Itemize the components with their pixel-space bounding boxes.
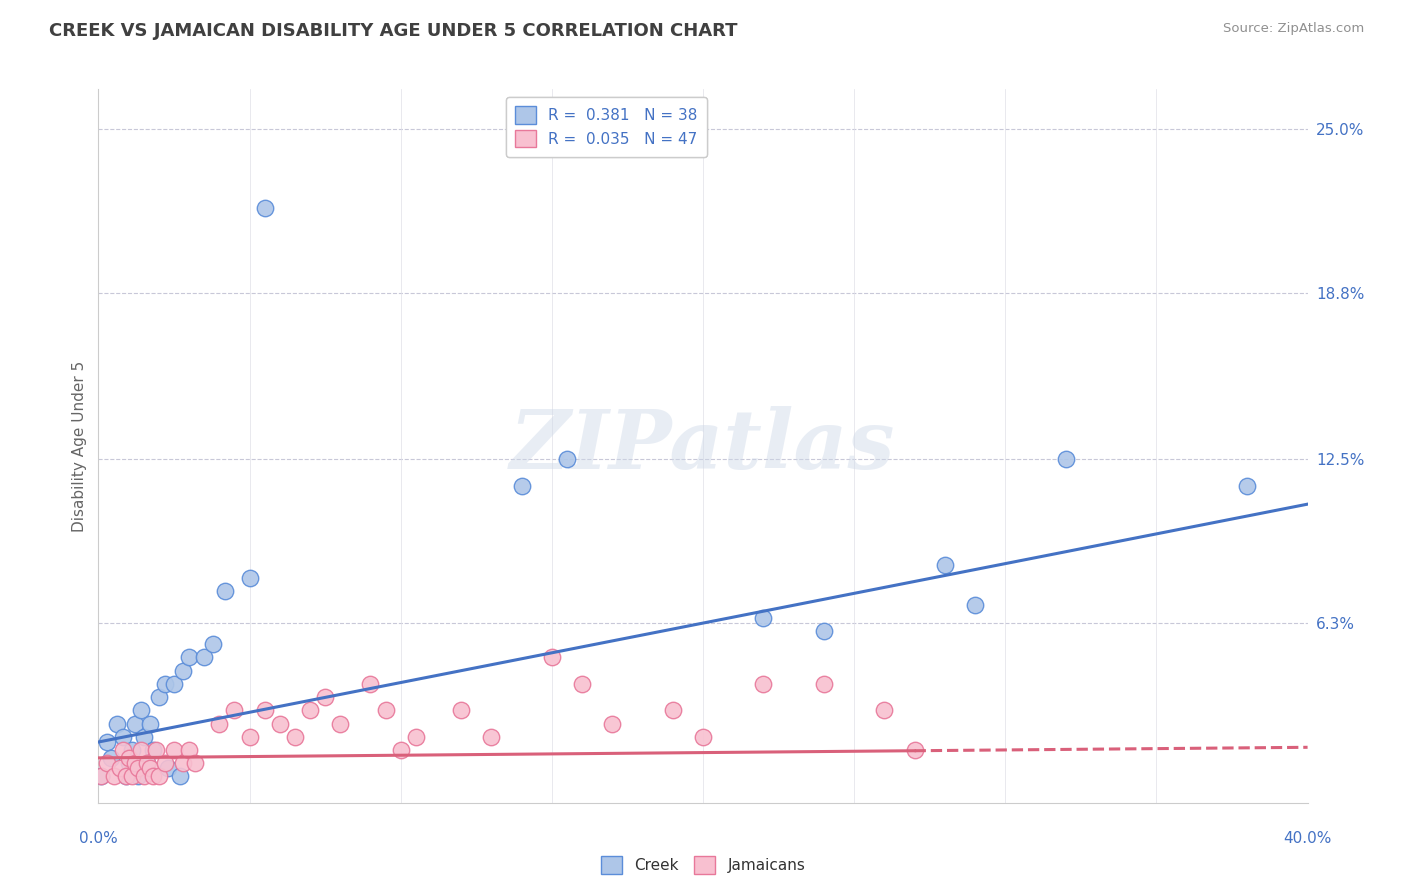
Text: ZIPatlas: ZIPatlas bbox=[510, 406, 896, 486]
Point bbox=[1357, 637, 1379, 651]
Point bbox=[90, 769, 112, 783]
Point bbox=[103, 769, 125, 783]
Point bbox=[389, 743, 412, 757]
Point bbox=[253, 201, 276, 215]
Point bbox=[873, 703, 896, 717]
Point bbox=[752, 611, 775, 625]
Text: CREEK VS JAMAICAN DISABILITY AGE UNDER 5 CORRELATION CHART: CREEK VS JAMAICAN DISABILITY AGE UNDER 5… bbox=[49, 22, 738, 40]
Point bbox=[129, 743, 152, 757]
Point bbox=[1236, 478, 1258, 492]
Point bbox=[148, 769, 170, 783]
Text: 40.0%: 40.0% bbox=[1284, 831, 1331, 846]
Point bbox=[153, 677, 176, 691]
Point bbox=[139, 716, 162, 731]
Point bbox=[208, 716, 231, 731]
Point bbox=[299, 703, 322, 717]
Point bbox=[239, 730, 262, 744]
Point bbox=[481, 730, 503, 744]
Point bbox=[239, 571, 262, 585]
Point bbox=[163, 677, 186, 691]
Point bbox=[224, 703, 246, 717]
Point bbox=[813, 624, 835, 638]
Point bbox=[142, 743, 165, 757]
Point bbox=[202, 637, 225, 651]
Point bbox=[111, 730, 134, 744]
Point bbox=[253, 703, 276, 717]
Point bbox=[179, 743, 201, 757]
Point bbox=[114, 769, 136, 783]
Point bbox=[934, 558, 956, 572]
Point bbox=[96, 735, 118, 749]
Point bbox=[692, 730, 714, 744]
Point bbox=[139, 761, 162, 775]
Point bbox=[405, 730, 427, 744]
Point bbox=[121, 743, 143, 757]
Point bbox=[360, 677, 382, 691]
Point bbox=[90, 769, 112, 783]
Point bbox=[904, 743, 927, 757]
Point bbox=[965, 598, 987, 612]
Point bbox=[813, 677, 835, 691]
Point bbox=[450, 703, 472, 717]
Point bbox=[135, 756, 157, 771]
Text: Source: ZipAtlas.com: Source: ZipAtlas.com bbox=[1223, 22, 1364, 36]
Legend: R =  0.381   N = 38, R =  0.035   N = 47: R = 0.381 N = 38, R = 0.035 N = 47 bbox=[506, 97, 707, 157]
Point bbox=[129, 703, 152, 717]
Point bbox=[100, 751, 122, 765]
Point bbox=[602, 716, 624, 731]
Point bbox=[108, 761, 131, 775]
Point bbox=[105, 716, 128, 731]
Point bbox=[142, 769, 165, 783]
Point bbox=[179, 650, 201, 665]
Point bbox=[752, 677, 775, 691]
Point bbox=[145, 743, 167, 757]
Point bbox=[374, 703, 396, 717]
Point bbox=[96, 756, 118, 771]
Point bbox=[124, 716, 146, 731]
Point bbox=[329, 716, 352, 731]
Point bbox=[662, 703, 685, 717]
Point bbox=[127, 769, 149, 783]
Point bbox=[571, 677, 593, 691]
Point bbox=[314, 690, 336, 704]
Point bbox=[132, 730, 155, 744]
Point bbox=[172, 664, 194, 678]
Point bbox=[132, 769, 155, 783]
Point bbox=[214, 584, 236, 599]
Point bbox=[118, 751, 141, 765]
Point bbox=[555, 452, 578, 467]
Point bbox=[114, 769, 136, 783]
Point bbox=[1054, 452, 1077, 467]
Point bbox=[118, 756, 141, 771]
Point bbox=[172, 756, 194, 771]
Point bbox=[540, 650, 562, 665]
Point bbox=[1357, 478, 1379, 492]
Y-axis label: Disability Age Under 5: Disability Age Under 5 bbox=[72, 360, 87, 532]
Point bbox=[510, 478, 533, 492]
Point bbox=[127, 761, 149, 775]
Point bbox=[184, 756, 207, 771]
Legend: Creek, Jamaicans: Creek, Jamaicans bbox=[595, 850, 811, 880]
Point bbox=[193, 650, 215, 665]
Point bbox=[111, 743, 134, 757]
Point bbox=[135, 756, 157, 771]
Point bbox=[121, 769, 143, 783]
Point bbox=[269, 716, 291, 731]
Point bbox=[124, 756, 146, 771]
Point bbox=[148, 690, 170, 704]
Text: 0.0%: 0.0% bbox=[79, 831, 118, 846]
Point bbox=[153, 756, 176, 771]
Point bbox=[169, 769, 191, 783]
Point bbox=[156, 761, 179, 775]
Point bbox=[163, 743, 186, 757]
Point bbox=[284, 730, 307, 744]
